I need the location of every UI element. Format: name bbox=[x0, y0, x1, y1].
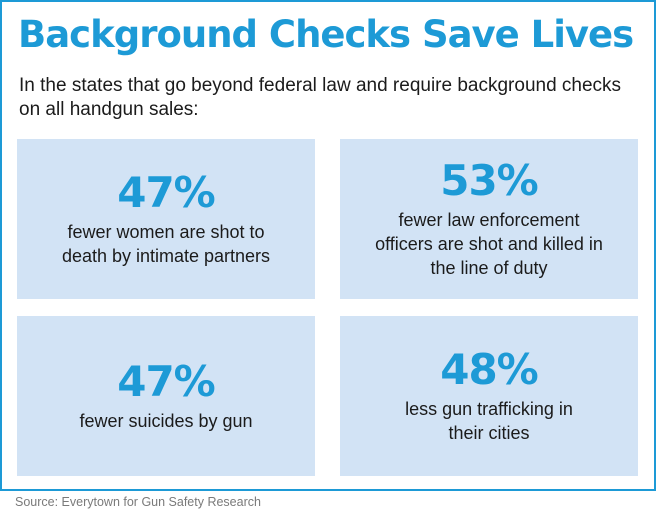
stat-value: 53% bbox=[440, 156, 539, 205]
stat-value: 47% bbox=[117, 168, 216, 217]
stat-card-trafficking: 48% less gun trafficking in their cities bbox=[340, 316, 638, 476]
stat-value: 47% bbox=[117, 357, 216, 406]
stat-value: 48% bbox=[440, 345, 539, 394]
stat-label: fewer suicides by gun bbox=[79, 411, 253, 431]
intro-text: In the states that go beyond federal law… bbox=[19, 75, 622, 120]
stat-label: fewer women are shot to death by intimat… bbox=[61, 222, 271, 266]
infographic-frame: Background Checks Save Lives In the stat… bbox=[0, 0, 656, 491]
stat-label: less gun trafficking in their cities bbox=[405, 399, 573, 443]
source-caption: Source: Everytown for Gun Safety Researc… bbox=[15, 495, 261, 509]
stat-card-officers: 53% fewer law enforcement officers are s… bbox=[340, 139, 638, 299]
page-title: Background Checks Save Lives bbox=[18, 13, 634, 56]
stat-label: fewer law enforcement officers are shot … bbox=[375, 210, 603, 278]
stat-card-women: 47% fewer women are shot to death by int… bbox=[17, 139, 315, 299]
stat-card-suicides: 47% fewer suicides by gun bbox=[17, 316, 315, 476]
